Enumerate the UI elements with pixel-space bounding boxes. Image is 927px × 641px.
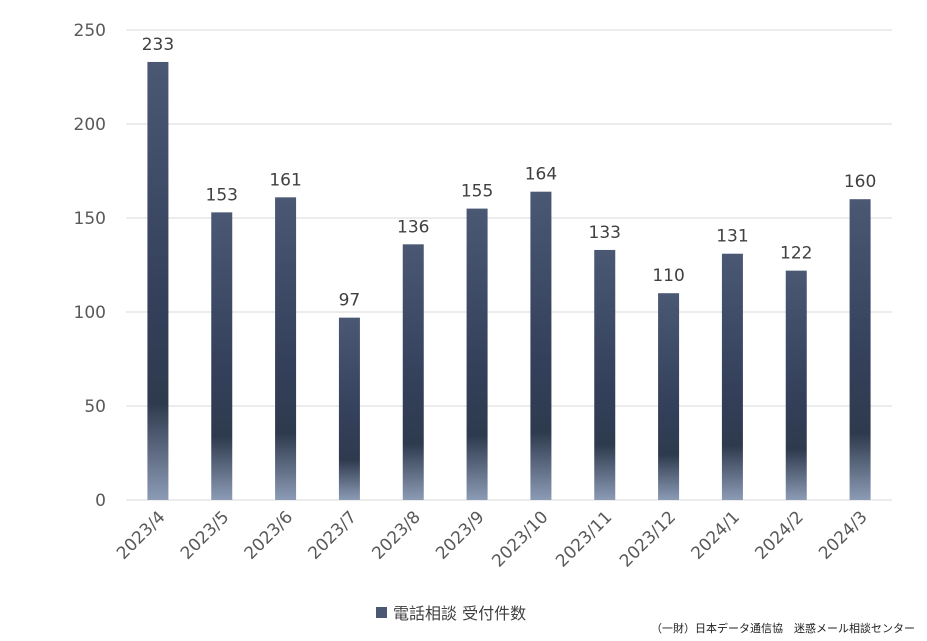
bar <box>721 253 743 500</box>
y-tick-label: 150 <box>74 209 106 229</box>
y-tick-label: 0 <box>95 491 106 511</box>
bar <box>147 61 169 501</box>
data-label: 136 <box>397 217 429 237</box>
bar <box>785 270 807 500</box>
bars <box>147 61 871 501</box>
legend-label: 電話相談 受付件数 <box>393 604 527 623</box>
gridlines <box>126 29 892 501</box>
x-tick-label: 2023/5 <box>177 507 233 563</box>
x-tick-label: 2024/3 <box>815 507 871 563</box>
data-labels: 233 153 161 97 136 155 164 133 110 131 122 160 <box>142 35 877 311</box>
x-tick-label: 2023/11 <box>552 507 616 571</box>
x-tick-label: 2023/6 <box>241 507 297 563</box>
bar <box>594 249 616 500</box>
x-tick-label: 2023/7 <box>305 507 361 563</box>
data-label: 233 <box>142 35 174 55</box>
x-axis: 2023/4 2023/5 2023/6 2023/7 2023/8 2023/9 2023… <box>113 507 872 571</box>
data-label: 164 <box>525 165 557 185</box>
data-label: 110 <box>652 266 684 286</box>
y-tick-label: 250 <box>74 21 106 41</box>
x-tick-label: 2023/8 <box>368 507 424 563</box>
bar <box>275 197 297 500</box>
data-label: 153 <box>206 185 238 205</box>
bar <box>849 199 871 500</box>
bar <box>466 208 488 500</box>
data-label: 133 <box>589 223 621 243</box>
bar <box>338 317 360 500</box>
y-tick-label: 200 <box>74 115 106 135</box>
data-label: 161 <box>269 170 301 190</box>
x-tick-label: 2023/4 <box>113 507 169 563</box>
x-tick-label: 2024/1 <box>688 507 744 563</box>
y-tick-label: 50 <box>84 397 106 417</box>
data-label: 155 <box>461 182 493 202</box>
data-label: 160 <box>844 172 876 192</box>
bar <box>211 212 233 501</box>
x-tick-label: 2023/12 <box>616 507 680 571</box>
bar <box>530 191 552 500</box>
y-tick-label: 100 <box>74 303 106 323</box>
data-label: 122 <box>780 244 812 264</box>
y-axis: 0 50 100 150 200 250 <box>74 21 106 511</box>
x-tick-label: 2023/10 <box>488 507 552 571</box>
legend-swatch <box>376 606 387 618</box>
bar <box>658 293 680 500</box>
x-tick-label: 2024/2 <box>751 507 807 563</box>
data-label: 97 <box>339 291 361 311</box>
x-tick-label: 2023/9 <box>432 507 488 563</box>
legend: 電話相談 受付件数 <box>376 600 526 624</box>
bar <box>402 244 424 500</box>
data-label: 131 <box>716 227 748 247</box>
source-note: （一財）日本データ通信協 迷惑メール相談センター <box>651 622 915 635</box>
